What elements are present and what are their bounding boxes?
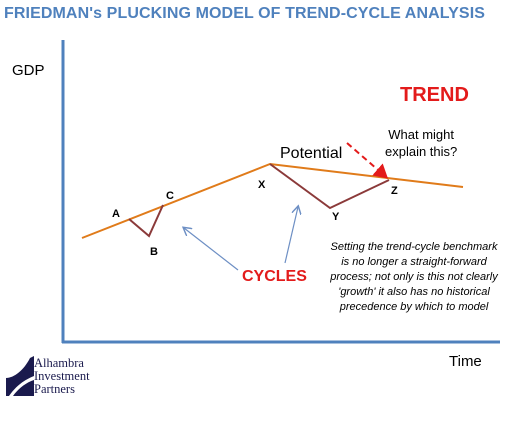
cycle-a-b-c	[128, 204, 164, 238]
note-line: is no longer a straight-forward	[341, 256, 487, 268]
note-text: Setting the trend-cycle benchmark is no …	[318, 240, 510, 315]
point-c-label: C	[166, 190, 174, 202]
point-z-label: Z	[391, 185, 398, 197]
diagram-title: FRIEDMAN's PLUCKING MODEL OF TREND-CYCLE…	[4, 5, 486, 22]
question-line: What might	[388, 127, 455, 142]
logo-line: Partners	[34, 382, 75, 396]
logo-line: Alhambra	[34, 356, 84, 370]
cycles-arrow-right	[284, 207, 298, 264]
note-line: process; not only is this not clearly	[330, 271, 498, 283]
trend-label: TREND	[400, 84, 469, 106]
point-x-label: X	[258, 179, 266, 191]
point-b-label: B	[150, 246, 158, 258]
point-y-label: Y	[332, 211, 340, 223]
logo-mark-icon	[6, 356, 34, 396]
cycles-label: CYCLES	[242, 268, 307, 285]
note-line: 'growth' it also has no historical	[338, 286, 490, 298]
logo-text: Alhambra Investment Partners	[34, 357, 90, 396]
cycles-arrow-left	[184, 228, 239, 271]
y-axis-label: GDP	[12, 62, 45, 79]
question-line: explain this?	[385, 144, 458, 159]
point-a-label: A	[112, 208, 120, 220]
note-line: precedence by which to model	[339, 301, 489, 313]
note-line: Setting the trend-cycle benchmark	[330, 241, 498, 253]
question-text: What might explain this?	[385, 126, 457, 160]
potential-label: Potential	[280, 145, 343, 162]
question-arrow	[346, 142, 389, 179]
x-axis-label: Time	[449, 353, 482, 370]
cycle-x-y-z	[269, 163, 390, 210]
logo-line: Investment	[34, 369, 90, 383]
